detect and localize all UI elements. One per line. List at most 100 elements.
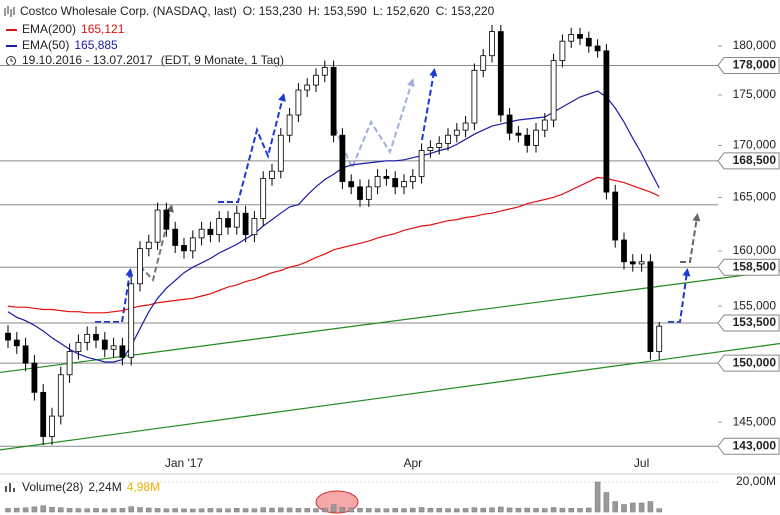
trend-line: [0, 342, 780, 451]
volume-bar: [49, 506, 55, 513]
volume-icon: [5, 483, 15, 492]
volume-bar: [559, 507, 566, 513]
quote-open: O: 153,230: [243, 4, 303, 18]
candle-body: [559, 40, 566, 61]
candle-body: [524, 134, 531, 146]
volume-bar: [462, 508, 469, 513]
volume-bar: [550, 507, 557, 513]
candle-body: [189, 237, 196, 252]
volume-bar: [172, 508, 178, 513]
candle-body: [409, 175, 416, 183]
period-note: (EDT, 9 Monate, 1 Tag): [161, 53, 284, 67]
volume-bar: [418, 507, 425, 513]
candle-body: [480, 55, 487, 71]
volume-bar: [251, 508, 258, 513]
candle-body: [541, 119, 548, 131]
volume-bar: [93, 508, 99, 513]
level-label-box: [717, 258, 780, 276]
candle-body: [365, 186, 372, 200]
candle-body: [128, 283, 135, 358]
candle-body: [110, 345, 117, 350]
projection-arrow: [218, 93, 286, 203]
quote-low: L: 152,620: [373, 4, 430, 18]
level-label-box: [717, 354, 780, 372]
volume-bar: [594, 481, 601, 513]
candle-body: [383, 175, 390, 179]
candle-body: [638, 261, 645, 265]
x-tick-label: Apr: [403, 456, 422, 470]
volume-bar: [656, 508, 662, 513]
x-tick-label: Jan '17: [165, 456, 204, 470]
volume-bar: [58, 507, 64, 513]
volume-bar: [427, 508, 434, 513]
y-tick-label: 145,000: [733, 414, 777, 428]
volume-bar: [242, 508, 249, 513]
candle-body: [392, 178, 399, 188]
candle-body: [348, 181, 355, 188]
volume-bar: [454, 508, 460, 513]
volume-bar: [163, 508, 170, 513]
volume-bar: [198, 508, 205, 513]
volume-tick-label: 20,00M: [736, 474, 776, 488]
volume-bar: [146, 507, 152, 513]
volume-bar: [66, 508, 73, 513]
candle-body: [612, 191, 619, 241]
projection-arrow: [334, 78, 415, 171]
y-tick-label: 170,000: [733, 138, 777, 152]
legend-value: 165,121: [81, 22, 125, 36]
candle-body: [277, 134, 284, 172]
quote-close: C: 153,220: [436, 4, 495, 18]
candle-body: [577, 34, 583, 39]
volume-bar: [498, 506, 504, 513]
candle-body: [84, 333, 91, 343]
candle-body: [5, 332, 11, 341]
volume-bar: [577, 508, 583, 513]
volume-bar: [515, 508, 522, 513]
volume-bar: [374, 508, 381, 513]
volume-bar: [322, 507, 328, 513]
volume-bar: [392, 508, 398, 513]
volume-bar: [436, 508, 442, 513]
title: Costco Wholesale Corp. (NASDAQ, last): [20, 4, 237, 18]
period: 19.10.2016 - 13.07.2017 (EDT, 9 Monate, 1…: [22, 53, 284, 67]
candle-body: [207, 228, 214, 236]
candle-body: [75, 341, 82, 352]
candle-body: [489, 31, 495, 57]
level-label: 150,000: [733, 355, 777, 369]
candle-body: [647, 261, 654, 352]
candle-body: [357, 186, 363, 200]
candle-body: [154, 209, 161, 243]
volume-last: 2,24M: [88, 480, 121, 494]
candle-body: [656, 325, 663, 352]
level-label-box: [717, 314, 780, 332]
quote-high: H: 153,590: [308, 4, 367, 18]
volume-bar: [40, 505, 46, 513]
volume-bar: [339, 507, 346, 513]
candle-body: [260, 178, 267, 219]
volume-bar: [225, 508, 231, 513]
legend-entry: EMA(200) 165,121: [22, 22, 125, 36]
volume-bar: [260, 507, 266, 513]
candle-body: [453, 129, 460, 136]
volume-bar: [542, 508, 548, 513]
candle-body: [181, 245, 187, 252]
y-tick-label: 160,000: [733, 243, 777, 257]
volume-average: 4,98M: [127, 480, 160, 494]
ema-line: [7, 90, 660, 363]
volume-bar: [286, 507, 293, 513]
volume-bar: [357, 508, 363, 513]
level-label-box: [717, 437, 780, 455]
candle-body: [497, 31, 504, 116]
level-label: 153,500: [733, 315, 777, 329]
y-tick-label: 180,000: [733, 38, 777, 52]
volume-name: Volume(28): [22, 480, 83, 494]
volume-bar: [5, 508, 11, 513]
candle-body: [101, 339, 108, 350]
volume-bar: [480, 507, 486, 513]
level-label-box: [717, 56, 780, 74]
legend-name: EMA(50): [22, 38, 69, 52]
level-label: 178,000: [733, 58, 777, 72]
volume-highlight: [315, 490, 359, 514]
y-tick-label: 175,000: [733, 87, 777, 101]
